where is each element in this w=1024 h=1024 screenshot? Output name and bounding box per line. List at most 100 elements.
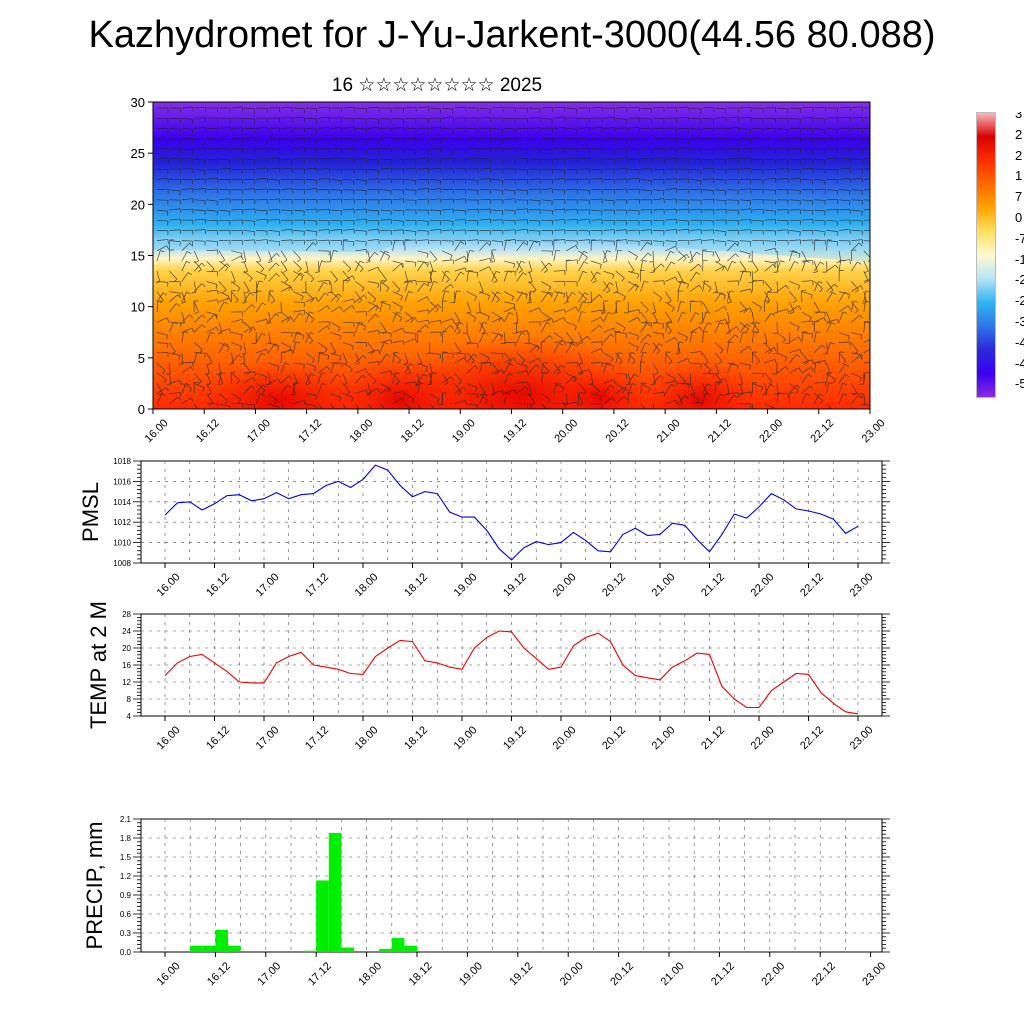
- wind-barb: [342, 352, 348, 364]
- wind-barb: [193, 250, 199, 262]
- wind-barb: [739, 250, 751, 255]
- wind-barb: [702, 393, 706, 404]
- wind-barb: [640, 403, 646, 409]
- wind-barb: [578, 301, 583, 313]
- wind-barb: [194, 138, 206, 141]
- wind-barb: [479, 393, 489, 401]
- wind-barb: [479, 393, 485, 404]
- wind-barb-flag: [527, 271, 533, 274]
- wind-barb: [690, 326, 700, 333]
- wind-barb: [466, 291, 477, 298]
- wind-barb: [256, 239, 268, 241]
- wind-barb: [516, 272, 524, 282]
- wind-barb: [764, 209, 776, 212]
- wind-barb-flag: [228, 363, 234, 365]
- wind-barb: [603, 199, 615, 202]
- wind-barb: [838, 229, 850, 231]
- wind-barb: [330, 332, 342, 337]
- wind-barb: [491, 128, 503, 130]
- wind-barb: [156, 239, 168, 241]
- wind-barb-flag: [527, 381, 529, 387]
- wind-barb-flag: [471, 360, 475, 365]
- wind-barb-flag: [836, 319, 839, 324]
- wind-barb-flag: [599, 294, 603, 299]
- wind-barb: [627, 283, 637, 292]
- wind-barb: [218, 373, 224, 384]
- wind-barb: [615, 352, 623, 362]
- colorbar-gradient: [976, 112, 996, 398]
- wind-barb: [194, 383, 205, 388]
- wind-barb: [665, 352, 673, 362]
- wind-barb: [776, 147, 788, 150]
- wind-barb: [491, 383, 496, 395]
- wind-barb-flag: [321, 260, 326, 263]
- wind-barb-flag: [210, 331, 215, 335]
- wind-barb: [491, 403, 494, 409]
- wind-barb-flag: [333, 413, 337, 415]
- wind-barb: [615, 301, 617, 313]
- precip-y-tick-label: 0.6: [120, 910, 132, 919]
- wind-barb: [516, 311, 519, 323]
- wind-barb: [528, 240, 535, 251]
- wind-barb: [665, 229, 677, 231]
- pmsl-series-line: [164, 464, 859, 561]
- wind-barb-flag: [446, 279, 450, 283]
- wind-barb-flag: [635, 256, 638, 261]
- wind-barb: [603, 240, 615, 242]
- wind-barb: [516, 157, 528, 160]
- wind-barb-flag: [662, 324, 665, 329]
- wind-barb: [206, 373, 212, 384]
- wind-barb: [193, 403, 199, 409]
- wind-barb-flag: [787, 309, 790, 314]
- wind-barb-flag: [583, 298, 587, 303]
- wind-barb-flag: [411, 411, 414, 414]
- wind-barb: [293, 312, 300, 323]
- wind-barb: [429, 320, 441, 323]
- wind-barb: [194, 168, 206, 171]
- wind-barb: [714, 292, 722, 302]
- wind-barb: [156, 188, 169, 190]
- wind-barb: [355, 294, 365, 303]
- wind-barb: [739, 301, 748, 311]
- wind-barb: [764, 137, 776, 139]
- wind-barb: [690, 300, 702, 303]
- wind-barb: [503, 239, 507, 251]
- wind-barb: [280, 286, 291, 292]
- wind-barb: [317, 260, 320, 272]
- wind-barb: [479, 167, 491, 170]
- wind-barb: [628, 270, 639, 275]
- wind-barb: [553, 219, 565, 221]
- wind-barb-flag: [274, 343, 279, 347]
- wind-barb: [838, 250, 842, 262]
- wind-barb-flag: [315, 297, 318, 302]
- wind-barb-flag: [464, 256, 467, 261]
- wind-barb: [851, 355, 860, 364]
- wind-barb: [181, 314, 190, 323]
- wind-barb-flag: [245, 290, 250, 294]
- wind-barb: [727, 311, 730, 323]
- colorbar-label: -4: [1015, 334, 1024, 350]
- wind-barb: [516, 381, 528, 384]
- wind-barb: [380, 209, 392, 212]
- wind-barb: [355, 260, 361, 272]
- wind-barb: [702, 352, 709, 363]
- wind-barb-flag: [803, 331, 808, 333]
- wind-barb: [379, 353, 387, 364]
- wind-barb-flag: [337, 293, 342, 298]
- temp-x-tick-label: 18.12: [402, 724, 430, 752]
- wind-barb: [665, 291, 672, 302]
- wind-barb-flag: [386, 353, 391, 357]
- wind-barb: [590, 260, 602, 265]
- wind-barb: [752, 208, 764, 211]
- wind-barb: [305, 239, 317, 241]
- colorbar-label: -7: [1015, 230, 1024, 246]
- wind-barb: [578, 239, 590, 241]
- wind-barb: [156, 209, 168, 212]
- wind-barb: [727, 199, 739, 201]
- wind-barb-flag: [220, 259, 225, 263]
- wind-barb: [243, 362, 251, 373]
- wind-barb: [218, 281, 227, 290]
- wind-barb: [392, 301, 403, 308]
- wind-barb: [380, 387, 390, 394]
- wind-barb: [231, 209, 243, 211]
